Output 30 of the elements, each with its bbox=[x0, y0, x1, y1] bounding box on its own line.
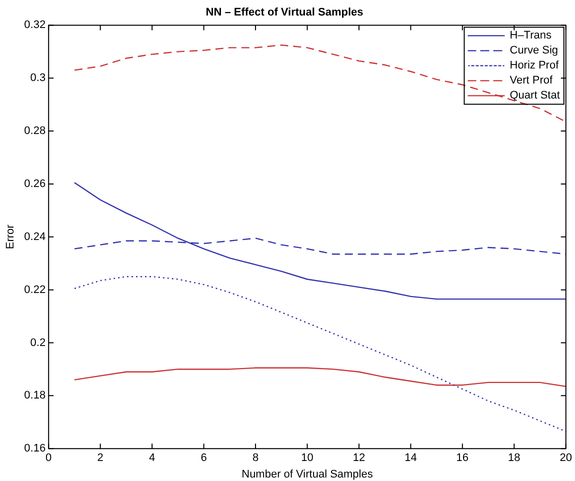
y-tick-label: 0.18 bbox=[24, 390, 46, 402]
line-series bbox=[74, 276, 566, 432]
x-tick-label: 10 bbox=[301, 452, 314, 464]
legend-label: Vert Prof bbox=[510, 74, 554, 87]
y-tick-label: 0.16 bbox=[24, 442, 46, 455]
x-tick-label: 4 bbox=[149, 452, 156, 464]
y-tick-label: 0.2 bbox=[30, 336, 46, 349]
x-tick-label: 20 bbox=[560, 452, 572, 464]
x-axis-title: Number of Virtual Samples bbox=[242, 468, 374, 480]
chart-title: NN – Effect of Virtual Samples bbox=[206, 6, 364, 19]
legend-label: H–Trans bbox=[510, 30, 552, 42]
y-tick-label: 0.28 bbox=[24, 125, 46, 138]
x-tick-label: 16 bbox=[456, 452, 469, 464]
legend-label: Horiz Prof bbox=[510, 60, 560, 72]
x-tick-label: 2 bbox=[97, 452, 104, 464]
y-tick-label: 0.24 bbox=[24, 230, 46, 243]
y-tick-label: 0.32 bbox=[24, 19, 46, 32]
x-tick-label: 14 bbox=[404, 452, 417, 464]
x-tick-label: 12 bbox=[352, 452, 366, 464]
x-tick-label: 18 bbox=[508, 452, 520, 464]
y-tick-label: 0.26 bbox=[24, 178, 46, 190]
x-tick-label: 6 bbox=[200, 452, 207, 464]
x-tick-label: 8 bbox=[252, 452, 259, 464]
y-tick-label: 0.3 bbox=[30, 72, 46, 84]
x-tick-label: 0 bbox=[46, 452, 52, 464]
y-axis-title: Error bbox=[4, 224, 17, 250]
y-tick-label: 0.22 bbox=[24, 284, 46, 296]
legend-label: Quart Stat bbox=[510, 90, 560, 102]
line-series bbox=[74, 44, 566, 122]
legend-label: Curve Sig bbox=[510, 44, 558, 57]
